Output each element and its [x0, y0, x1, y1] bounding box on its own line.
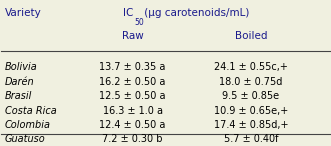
Text: Guatuso: Guatuso [5, 134, 45, 144]
Text: IC: IC [123, 8, 133, 18]
Text: (μg carotenoids/mL): (μg carotenoids/mL) [141, 8, 249, 18]
Text: 12.4 ± 0.50 a: 12.4 ± 0.50 a [100, 120, 166, 130]
Text: Colombia: Colombia [5, 120, 51, 130]
Text: Raw: Raw [122, 31, 144, 41]
Text: Darén: Darén [5, 77, 34, 87]
Text: Bolivia: Bolivia [5, 62, 37, 72]
Text: 7.2 ± 0.30 b: 7.2 ± 0.30 b [102, 134, 163, 144]
Text: Boiled: Boiled [235, 31, 267, 41]
Text: 24.1 ± 0.55c,+: 24.1 ± 0.55c,+ [214, 62, 288, 72]
Text: 13.7 ± 0.35 a: 13.7 ± 0.35 a [100, 62, 166, 72]
Text: 10.9 ± 0.65e,+: 10.9 ± 0.65e,+ [214, 106, 288, 116]
Text: 16.3 ± 1.0 a: 16.3 ± 1.0 a [103, 106, 163, 116]
Text: Costa Rica: Costa Rica [5, 106, 56, 116]
Text: 16.2 ± 0.50 a: 16.2 ± 0.50 a [100, 77, 166, 87]
Text: 50: 50 [134, 18, 144, 27]
Text: Brasil: Brasil [5, 91, 32, 101]
Text: Variety: Variety [5, 8, 41, 18]
Text: 9.5 ± 0.85e: 9.5 ± 0.85e [222, 91, 279, 101]
Text: 5.7 ± 0.40f: 5.7 ± 0.40f [223, 134, 278, 144]
Text: 18.0 ± 0.75d: 18.0 ± 0.75d [219, 77, 283, 87]
Text: 12.5 ± 0.50 a: 12.5 ± 0.50 a [99, 91, 166, 101]
Text: 17.4 ± 0.85d,+: 17.4 ± 0.85d,+ [213, 120, 288, 130]
